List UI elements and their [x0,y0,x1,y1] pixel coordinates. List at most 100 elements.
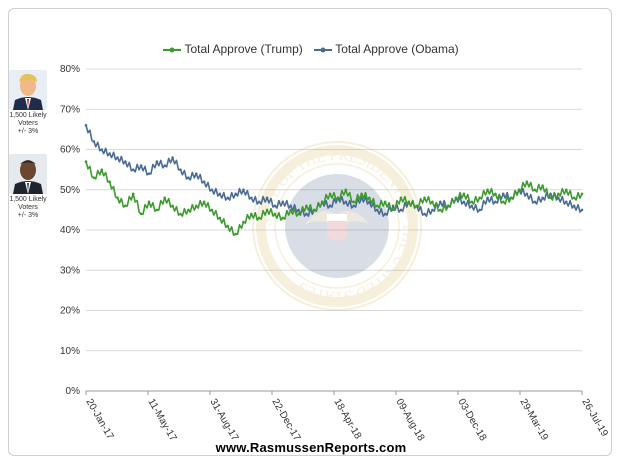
data-point-obama [580,208,584,212]
data-point-obama [273,204,277,208]
y-tick-label: 30% [60,265,80,276]
data-point-obama [84,124,88,127]
data-point-obama [352,204,355,208]
data-point-trump [344,188,348,192]
chart-legend: Total Approve (Trump) Total Approve (Oba… [0,42,622,56]
legend-label-obama: Total Approve (Obama) [335,42,459,56]
data-point-obama [541,196,544,200]
data-point-trump [281,216,285,220]
y-tick-label: 0% [66,386,81,397]
data-point-obama [344,200,348,204]
data-point-obama [194,172,198,175]
data-point-trump [438,208,442,212]
data-point-trump [163,196,167,200]
data-point-trump [250,212,253,216]
data-point-obama [525,192,529,196]
data-point-trump [470,200,474,204]
data-point-trump [100,168,104,171]
data-point-obama [431,208,434,212]
data-point-trump [383,200,387,204]
data-point-trump [218,216,222,220]
data-point-obama [147,172,151,175]
data-point-obama [501,192,505,196]
data-point-obama [470,204,474,208]
data-point-trump [210,208,214,212]
data-point-trump [431,200,434,204]
data-point-trump [131,192,135,196]
x-tick-label: 22-Dec-17 [269,397,302,443]
data-point-trump [171,204,174,208]
data-point-trump [399,196,403,200]
data-point-trump [580,192,584,196]
data-point-obama [423,212,426,216]
data-point-obama [297,208,300,212]
obama-caption-line-3: +/- 3% [17,212,39,219]
data-point-trump [336,196,340,200]
legend-item-obama[interactable]: Total Approve (Obama) [314,42,459,56]
x-axis: 20-Jan-17 11-May-17 31-Aug-17 22-Dec-17 18-A… [83,391,610,444]
data-point-obama [139,164,143,167]
data-point-obama [564,200,568,204]
data-point-trump [423,196,426,200]
x-tick-label: 18-Apr-18 [331,397,363,441]
data-point-trump [242,220,245,224]
y-tick-label: 20% [60,306,80,317]
data-point-trump [462,192,466,196]
data-point-trump [179,212,182,216]
obama-caption-line-1: 1,500 Likely [9,196,47,203]
trump-caption-line-3: +/- 3% [17,128,39,135]
data-point-obama [376,208,379,212]
legend-label-trump: Total Approve (Trump) [184,42,303,56]
presidential-seal-watermark: SEAL OF THE PRESIDENT OF THE UNITED STAT… [252,141,422,311]
data-point-trump [320,200,324,204]
data-point-trump [509,196,513,200]
x-tick-label: 09-Aug-18 [393,397,426,443]
x-tick-label: 29-Mar-19 [517,397,550,443]
data-point-obama [281,200,285,204]
data-point-trump [557,192,560,196]
x-tick-label: 03-Dec-18 [455,397,488,443]
y-axis: 0% 10% 20% 30% 40% 50% 60% 70% 80% [60,64,80,397]
chart-frame [8,8,612,456]
data-point-obama [391,204,395,208]
footer-site: www.RasmussenReports.com [215,440,407,455]
data-point-obama [305,212,308,216]
data-point-obama [265,196,269,200]
data-point-obama [462,200,466,204]
data-point-trump [368,196,371,200]
data-point-obama [242,188,245,192]
y-tick-label: 10% [60,346,80,357]
data-point-obama [155,160,159,163]
data-point-obama [250,196,253,200]
data-point-trump [360,192,363,196]
data-point-trump [415,204,418,208]
data-point-trump [564,188,568,192]
data-point-obama [131,168,135,171]
obama-portrait [9,154,47,194]
obama-panel: 1,500 Likely Voters +/- 3% [6,154,50,220]
data-point-trump [155,208,159,212]
data-point-trump [257,216,261,220]
trump-caption-line-2: Voters [18,120,38,127]
data-point-trump [533,188,537,192]
data-point-obama [572,204,576,208]
data-point-trump [194,204,198,208]
data-point-obama [399,208,403,212]
data-point-obama [108,152,111,155]
series-line-trump [85,161,583,236]
legend-item-trump[interactable]: Total Approve (Trump) [163,42,303,56]
obama-caption-line-2: Voters [18,204,38,211]
data-point-obama [383,212,387,216]
data-point-trump [572,196,576,200]
data-point-obama [124,160,127,163]
data-point-trump [234,232,237,236]
data-point-trump [376,204,379,208]
data-point-obama [478,208,481,212]
data-point-obama [549,192,552,196]
data-point-trump [486,188,489,192]
data-point-trump [147,200,151,204]
data-point-obama [328,204,332,208]
data-point-trump [84,160,88,163]
data-point-trump [226,224,230,228]
